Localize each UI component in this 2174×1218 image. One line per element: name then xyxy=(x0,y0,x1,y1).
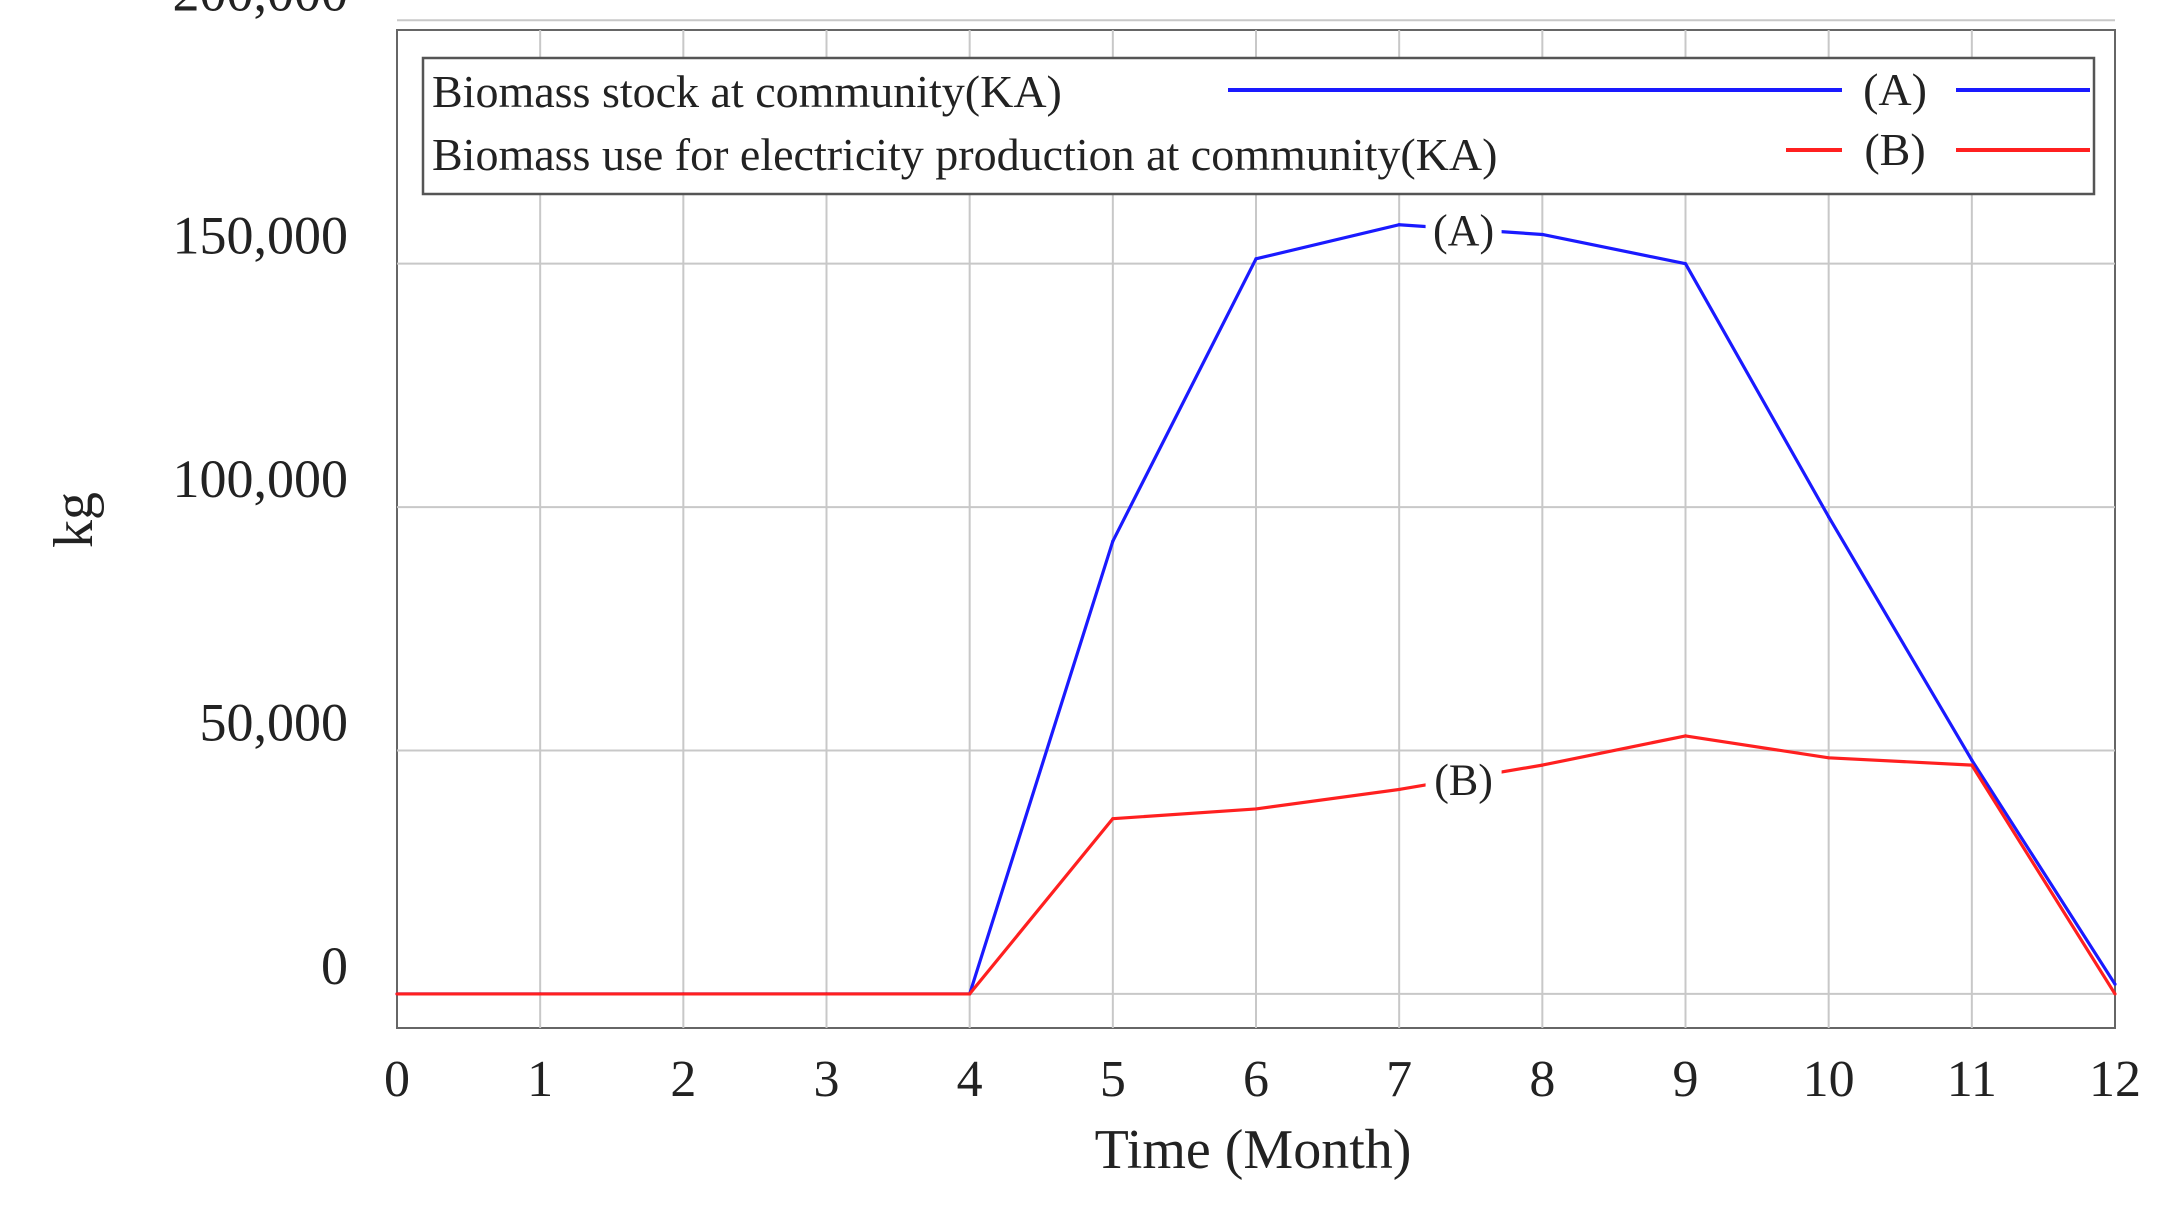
data-point-b xyxy=(1540,763,1544,767)
data-point-a xyxy=(1827,515,1831,519)
data-point-a xyxy=(1970,758,1974,762)
legend-label-a: Biomass stock at community(KA) xyxy=(432,66,1062,117)
legend-entry-b: Biomass use for electricity production a… xyxy=(432,124,2090,180)
data-point-b xyxy=(681,992,685,996)
x-tick-label: 9 xyxy=(1673,1051,1699,1108)
y-axis-ticks: 0 50,000 100,000 150,000 200,000 xyxy=(173,0,349,996)
x-tick-label: 3 xyxy=(814,1051,840,1108)
data-point-b xyxy=(1683,734,1688,738)
legend-box xyxy=(421,56,2096,196)
series-tag-a: (A) xyxy=(1433,206,1494,255)
y-tick-label: 150,000 xyxy=(173,206,349,266)
y-tick-label: 50,000 xyxy=(200,693,349,753)
data-point-b xyxy=(395,992,399,996)
data-point-a xyxy=(1254,257,1258,261)
data-point-b xyxy=(1254,807,1258,811)
x-tick-label: 0 xyxy=(384,1051,410,1108)
data-point-b xyxy=(1970,763,1974,767)
x-tick-label: 6 xyxy=(1243,1051,1269,1108)
x-tick-label: 11 xyxy=(1947,1051,1997,1108)
data-point-b xyxy=(1397,787,1401,792)
y-tick-label: 100,000 xyxy=(173,449,349,509)
y-tick-label: 0 xyxy=(321,936,348,996)
legend-entry-a: Biomass stock at community(KA) (A) xyxy=(432,64,2090,117)
data-point-a xyxy=(1683,262,1688,266)
legend-tag-a: (A) xyxy=(1863,64,1927,115)
series-layer xyxy=(395,223,2117,996)
data-point-a xyxy=(1397,223,1401,227)
series-tag-bg-a xyxy=(1425,207,1502,252)
legend-tag-b: (B) xyxy=(1864,124,1925,175)
y-tick-label: 200,000 xyxy=(173,0,349,22)
x-tick-label: 2 xyxy=(670,1051,696,1108)
x-tick-label: 8 xyxy=(1529,1051,1555,1108)
x-tick-label: 12 xyxy=(2089,1051,2141,1108)
data-point-b xyxy=(1111,817,1115,821)
x-axis-ticks: 0 1 2 3 4 5 6 7 8 9 10 11 12 xyxy=(384,1051,2141,1108)
y-axis-title: kg xyxy=(43,492,105,548)
x-tick-label: 4 xyxy=(957,1051,983,1108)
legend-label-b: Biomass use for electricity production a… xyxy=(432,129,1497,180)
series-tag-layer: (A) (B) xyxy=(1425,206,1502,805)
x-tick-label: 5 xyxy=(1100,1051,1126,1108)
data-point-b xyxy=(824,992,829,996)
data-point-a xyxy=(1540,232,1544,237)
legend: Biomass stock at community(KA) (A) Bioma… xyxy=(421,56,2096,196)
data-point-a xyxy=(2113,982,2117,986)
data-point-b xyxy=(538,992,542,996)
series-tag-b: (B) xyxy=(1434,756,1493,805)
x-tick-label: 7 xyxy=(1386,1051,1412,1108)
data-point-b xyxy=(2113,992,2117,996)
data-point-a xyxy=(1111,539,1115,543)
x-axis-title: Time (Month) xyxy=(1095,1119,1412,1181)
x-tick-label: 10 xyxy=(1803,1051,1855,1108)
data-point-b xyxy=(968,992,972,996)
data-point-b xyxy=(1827,756,1831,760)
x-tick-label: 1 xyxy=(527,1051,553,1108)
series-tag-bg-b xyxy=(1425,756,1502,801)
grid-layer xyxy=(397,19,2115,1028)
